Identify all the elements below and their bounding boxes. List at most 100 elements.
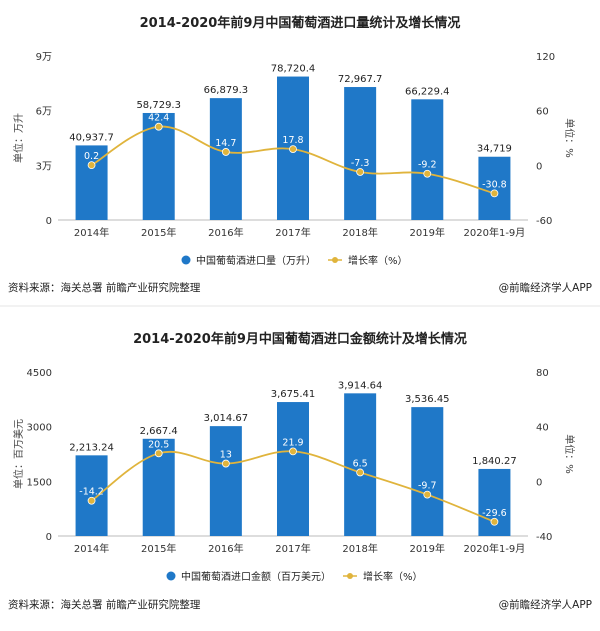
x-tick-label: 2015年 xyxy=(141,226,176,239)
source-note: 资料来源：海关总署 前瞻产业研究院整理 xyxy=(8,598,201,611)
y-right-tick-label: 40 xyxy=(536,423,549,434)
data-labels: 40,937.7 58,729.3 66,879.3 78,720.4 72,967.7… xyxy=(69,64,512,191)
y-left-tick-label: 0 xyxy=(46,216,52,227)
bar xyxy=(277,402,309,536)
axes: 0 3万 6万 9万 -60 0 60 120 单位：万升 单位：% 2014年 2015年 2016年… xyxy=(12,52,576,239)
y-right-tick-label: -40 xyxy=(536,532,552,543)
bar xyxy=(478,468,511,536)
growth-point xyxy=(87,161,96,170)
legend-line-dot xyxy=(347,573,353,579)
bar xyxy=(411,407,444,536)
bar xyxy=(209,98,242,220)
growth-point xyxy=(289,447,297,456)
legend-bar-label: 中国葡萄酒进口量（万升） xyxy=(196,254,316,267)
y-left-tick-label: 3万 xyxy=(36,161,52,172)
y-left-axis-title: 单位：百万美元 xyxy=(12,419,25,489)
y-right-tick-label: -60 xyxy=(536,216,552,227)
x-tick-label: 2018年 xyxy=(342,226,377,239)
y-right-tick-label: 60 xyxy=(536,107,549,118)
x-tick-label: 2014年 xyxy=(74,542,109,555)
legend: 中国葡萄酒进口量（万升） 增长率（%） xyxy=(181,254,408,267)
growth-point xyxy=(154,122,163,131)
bar xyxy=(209,426,242,536)
growth-value-label: -30.8 xyxy=(482,179,507,190)
bars xyxy=(75,76,511,220)
growth-point xyxy=(356,168,365,176)
x-tick-label: 2019年 xyxy=(410,542,445,555)
bar-value-label: 66,879.3 xyxy=(204,85,249,96)
y-left-tick-label: 3000 xyxy=(27,423,52,434)
x-tick-label: 2019年 xyxy=(410,226,445,239)
bar xyxy=(344,393,377,536)
bar-value-label: 58,729.3 xyxy=(136,100,181,111)
bar xyxy=(411,99,444,220)
growth-point xyxy=(423,169,432,178)
y-left-tick-label: 0 xyxy=(46,532,52,543)
bar-value-label: 40,937.7 xyxy=(69,132,114,143)
growth-value-label: 42.4 xyxy=(148,113,169,124)
growth-value-label: -9.7 xyxy=(418,481,437,492)
bar-value-label: 34,719 xyxy=(477,144,512,155)
bar-value-label: 2,667.4 xyxy=(140,426,178,437)
bar-value-label: 3,675.41 xyxy=(271,389,316,400)
growth-point xyxy=(289,145,297,154)
y-left-tick-label: 6万 xyxy=(36,107,52,118)
source-note: 资料来源：海关总署 前瞻产业研究院整理 xyxy=(8,281,201,294)
value-chart-panel: 2014-2020年前9月中国葡萄酒进口金额统计及增长情况 0 1500 3000 4… xyxy=(8,331,592,611)
y-right-axis-title: 单位：% xyxy=(563,118,576,158)
bars xyxy=(75,393,511,536)
data-labels: 2,213.24 2,667.4 3,014.67 3,675.41 3,914.64 3… xyxy=(69,380,516,518)
chart-title: 2014-2020年前9月中国葡萄酒进口金额统计及增长情况 xyxy=(133,331,467,347)
growth-value-label: 14.7 xyxy=(215,138,236,149)
x-tick-label: 2016年 xyxy=(208,542,243,555)
legend-bar-marker xyxy=(166,571,176,581)
y-right-tick-label: 0 xyxy=(536,161,542,172)
x-tick-label: 2017年 xyxy=(275,226,310,239)
growth-point xyxy=(221,148,230,156)
growth-value-label: -29.6 xyxy=(482,508,507,519)
growth-value-label: 17.8 xyxy=(282,135,303,146)
growth-value-label: -7.3 xyxy=(351,158,370,169)
bar-value-label: 1,840.27 xyxy=(472,456,517,467)
growth-value-label: -9.2 xyxy=(418,160,437,171)
volume-chart-panel: 2014-2020年前9月中国葡萄酒进口量统计及增长情况 03万6万9万-600… xyxy=(8,15,592,294)
x-tick-label: 2015年 xyxy=(141,542,176,555)
bar-value-label: 3,914.64 xyxy=(338,380,383,391)
legend-bar-label: 中国葡萄酒进口金额（百万美元） xyxy=(181,570,331,583)
legend: 中国葡萄酒进口金额（百万美元） 增长率（%） xyxy=(166,570,423,583)
legend-line-label: 增长率（%） xyxy=(348,254,408,267)
growth-value-label: 6.5 xyxy=(353,458,368,469)
x-tick-label: 2020年1-9月 xyxy=(464,542,526,555)
growth-point xyxy=(490,517,499,526)
chart-title: 2014-2020年前9月中国葡萄酒进口量统计及增长情况 xyxy=(140,15,461,31)
growth-point xyxy=(221,459,230,468)
y-right-tick-label: 80 xyxy=(536,368,549,379)
bar-value-label: 3,536.45 xyxy=(405,394,450,405)
legend-line-dot xyxy=(332,257,338,263)
bar-value-label: 72,967.7 xyxy=(338,74,383,85)
y-right-tick-label: 0 xyxy=(536,477,542,488)
legend-line-label: 增长率（%） xyxy=(363,570,423,583)
bar xyxy=(142,112,175,220)
axes: 0 1500 3000 4500 -40 0 40 80 单位：百万美元 单位：% 2014年 201… xyxy=(12,368,576,555)
y-left-axis-title: 单位：万升 xyxy=(12,113,25,163)
bar-value-label: 78,720.4 xyxy=(271,64,316,75)
bar xyxy=(344,87,377,220)
bar xyxy=(478,156,511,220)
growth-value-label: 0.2 xyxy=(84,151,99,162)
growth-value-label: 21.9 xyxy=(282,437,303,448)
growth-line xyxy=(87,447,499,526)
growth-point xyxy=(87,496,96,505)
brand-credit: @前瞻经济学人APP xyxy=(499,598,592,611)
legend-bar-marker xyxy=(181,255,191,265)
y-left-tick-label: 1500 xyxy=(27,477,52,488)
growth-value-label: 13 xyxy=(220,450,232,461)
growth-point xyxy=(423,490,432,499)
bar-value-label: 3,014.67 xyxy=(204,413,249,424)
y-right-axis-title: 单位：% xyxy=(563,434,576,474)
growth-value-label: 20.5 xyxy=(148,439,169,450)
x-tick-label: 2020年1-9月 xyxy=(464,226,526,239)
x-tick-label: 2016年 xyxy=(208,226,243,239)
growth-value-label: -14.2 xyxy=(79,487,104,498)
